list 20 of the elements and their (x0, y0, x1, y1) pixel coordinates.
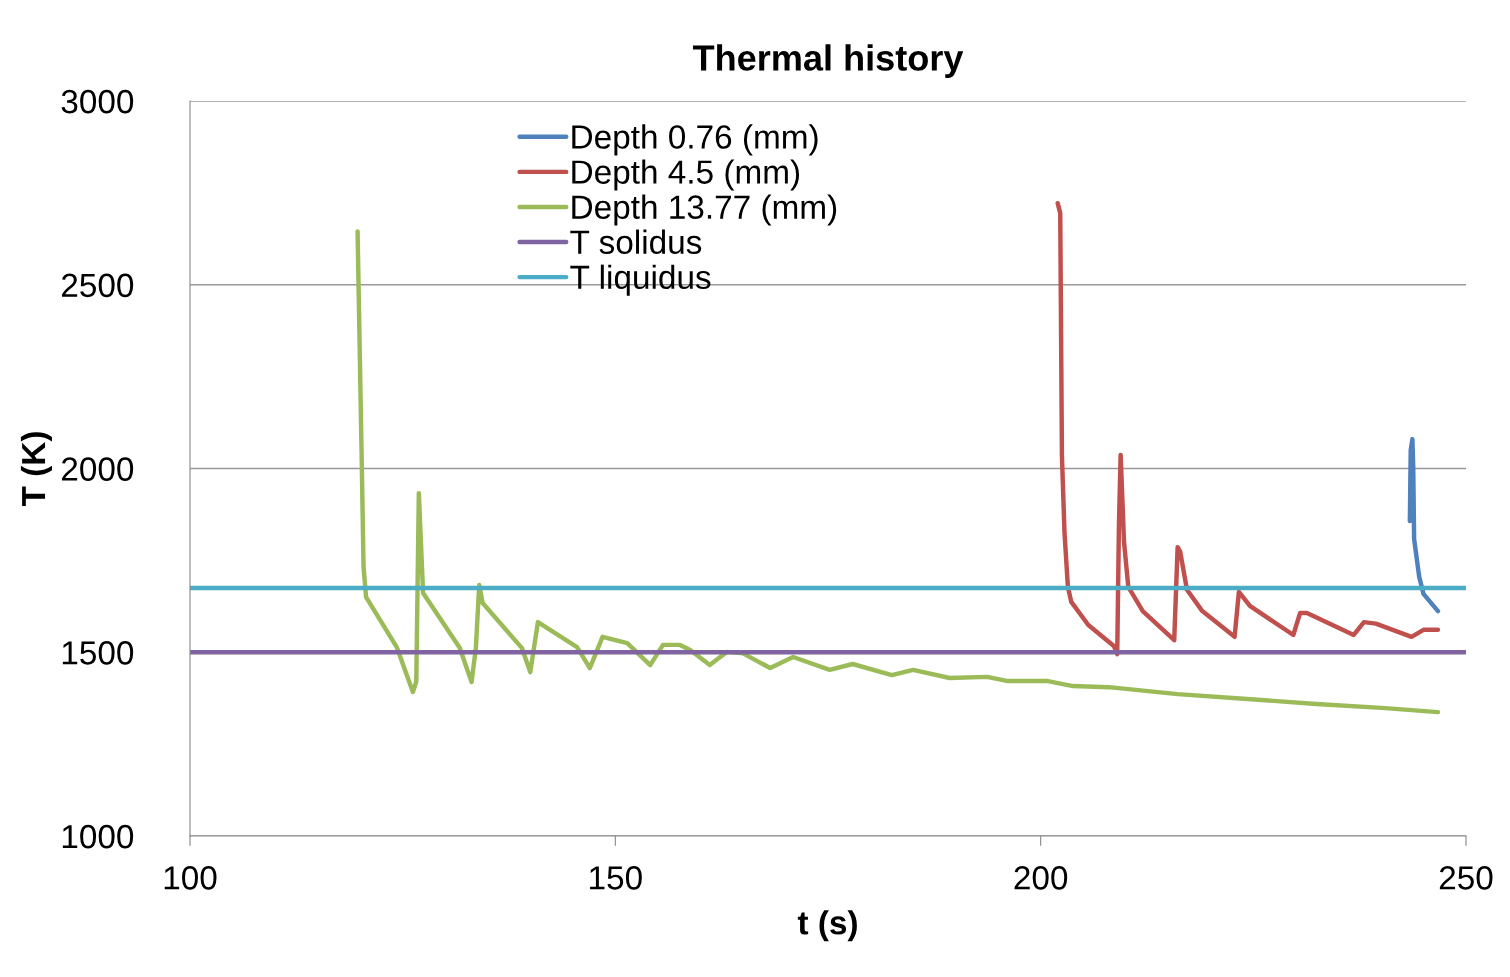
y-axis-title: T (K) (20, 432, 52, 507)
chart-title: Thermal history (692, 44, 964, 78)
legend-label: Depth 13.77 (mm) (572, 194, 837, 226)
x-tick-label: 200 (1014, 866, 1068, 890)
x-tick-label: 150 (590, 866, 642, 890)
y-tick-label: 1500 (62, 641, 134, 665)
y-tick-label: 1000 (62, 824, 134, 849)
line-series (1055, 200, 1441, 657)
line-series (1407, 436, 1441, 614)
line-series (355, 229, 1441, 715)
y-tick-label: 2500 (61, 273, 134, 298)
legend-label: T liquidus (570, 264, 711, 296)
legend-label: Depth 4.5 (mm) (572, 159, 800, 191)
y-tick-label: 2000 (61, 457, 134, 481)
y-tick-label: 3000 (61, 89, 134, 114)
legend-label: Depth 0.76 (mm) (572, 124, 818, 156)
x-axis-title: t (s) (797, 910, 857, 942)
x-tick-label: 250 (1439, 866, 1493, 890)
x-tick-label: 100 (164, 866, 217, 890)
legend-label: T solidus (570, 229, 702, 255)
